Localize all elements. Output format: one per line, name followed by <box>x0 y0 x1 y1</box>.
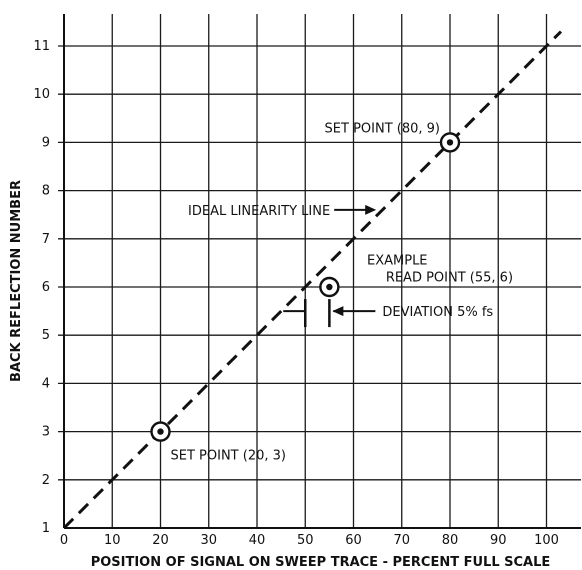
x-tick-label-70: 70 <box>393 533 410 548</box>
grid <box>58 14 581 528</box>
axis-titles: POSITION OF SIGNAL ON SWEEP TRACE - PERC… <box>9 180 550 570</box>
ideal-line-arrow-head <box>365 204 377 215</box>
y-tick-label-8: 8 <box>42 184 50 199</box>
x-tick-label-80: 80 <box>442 533 459 548</box>
example-label: EXAMPLE <box>367 253 428 268</box>
series-layer <box>62 30 563 530</box>
y-axis-title: BACK REFLECTION NUMBER <box>9 180 24 382</box>
x-tick-label-10: 10 <box>104 533 121 548</box>
read-point-label: READ POINT (55, 6) <box>386 270 513 285</box>
tick-labels: 0 10 20 30 40 50 60 70 80 90 100 1 2 3 4 5 6 7 8 9 10 11 <box>33 39 558 548</box>
annotations: DEVIATION 5% fs IDEAL LINEARITY LINE EXAMP… <box>171 121 514 463</box>
set-point-label-1: SET POINT (80, 9) <box>325 121 440 136</box>
y-tick-label-11: 11 <box>33 39 50 54</box>
axes <box>63 14 581 529</box>
set-point-label-0: SET POINT (20, 3) <box>171 449 286 464</box>
x-tick-label-30: 30 <box>200 533 217 548</box>
x-tick-label-40: 40 <box>249 533 266 548</box>
y-tick-label-9: 9 <box>42 135 50 150</box>
y-tick-label-2: 2 <box>42 473 50 488</box>
x-tick-label-60: 60 <box>345 533 362 548</box>
series-line-0 <box>62 30 563 530</box>
point-marker-dot-0 <box>157 428 164 435</box>
y-tick-label-5: 5 <box>42 328 50 343</box>
y-tick-label-6: 6 <box>42 280 50 295</box>
x-axis-title: POSITION OF SIGNAL ON SWEEP TRACE - PERC… <box>91 555 551 570</box>
y-tick-label-7: 7 <box>42 232 50 247</box>
point-marker-dot-1 <box>446 139 454 146</box>
x-tick-label-20: 20 <box>152 533 169 548</box>
y-tick-label-10: 10 <box>33 87 50 102</box>
ideal-line-label: IDEAL LINEARITY LINE <box>188 204 330 219</box>
x-tick-label-0: 0 <box>60 533 68 548</box>
deviation-arrow-head <box>332 306 344 317</box>
x-tick-label-90: 90 <box>490 533 507 548</box>
y-tick-label-4: 4 <box>42 376 50 391</box>
y-tick-label-1: 1 <box>42 521 50 536</box>
x-tick-label-50: 50 <box>297 533 314 548</box>
y-tick-label-3: 3 <box>42 425 50 440</box>
deviation-label: DEVIATION 5% fs <box>382 305 493 320</box>
x-tick-label-100: 100 <box>534 533 559 548</box>
point-marker-dot-2 <box>326 283 333 291</box>
